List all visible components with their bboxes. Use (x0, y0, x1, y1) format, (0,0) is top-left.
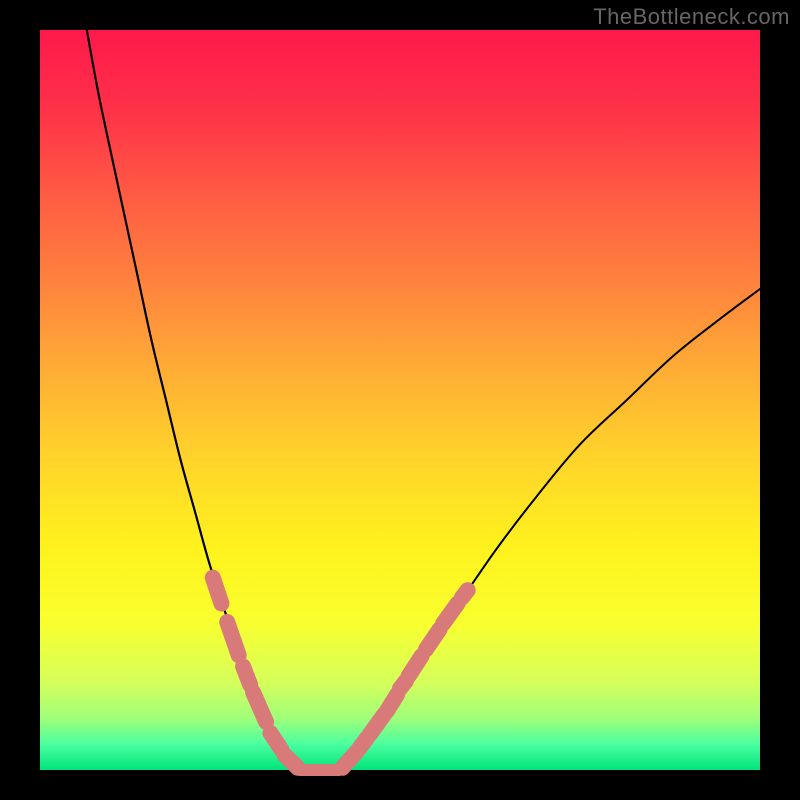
watermark-text: TheBottleneck.com (593, 4, 790, 30)
marker-left-5 (285, 755, 298, 768)
chart-container: TheBottleneck.com (0, 0, 800, 800)
marker-left-4 (270, 733, 281, 749)
marker-left-2 (243, 666, 250, 685)
plot-area (40, 30, 760, 770)
marker-right-8 (462, 590, 468, 597)
marker-left-1 (227, 622, 239, 655)
marker-right-5 (409, 656, 422, 676)
marker-left-0 (213, 578, 222, 604)
bottleneck-chart (0, 0, 800, 800)
marker-right-3 (387, 695, 397, 711)
marker-right-6 (426, 629, 440, 649)
